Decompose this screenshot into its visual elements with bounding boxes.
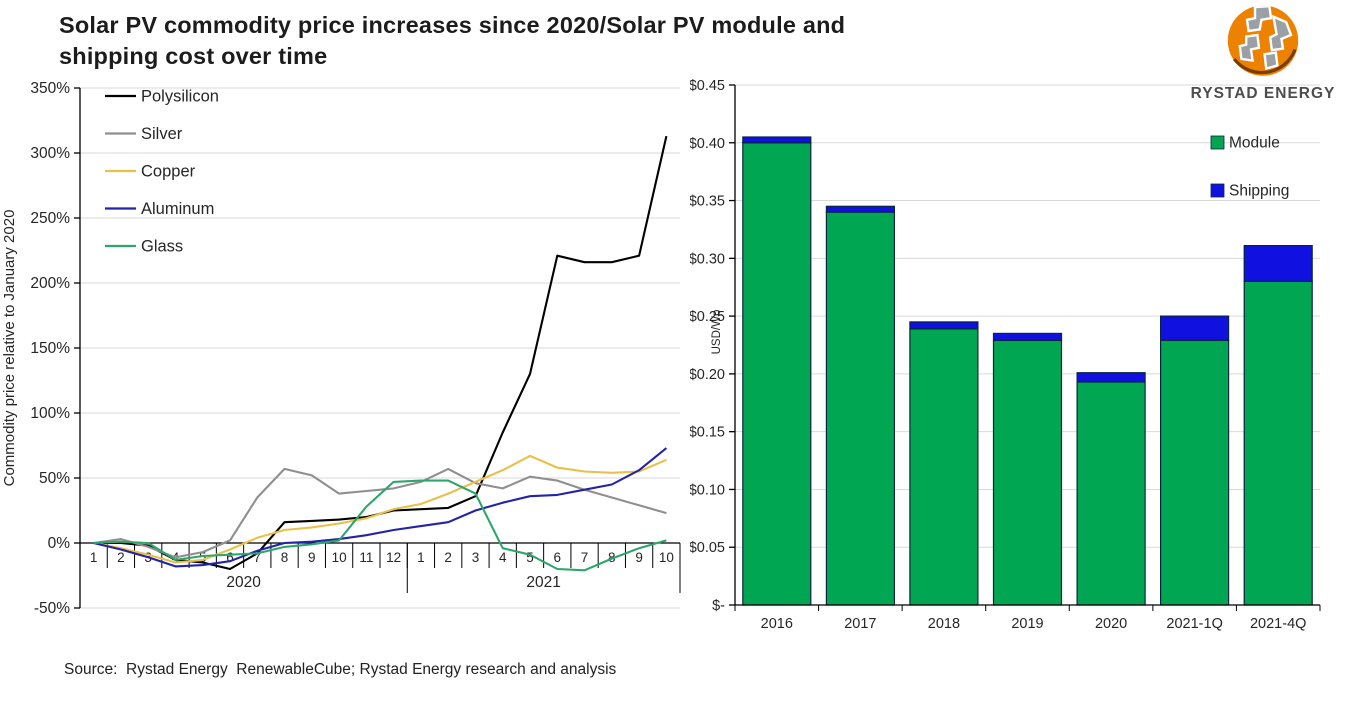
bar-module-2018 bbox=[909, 328, 979, 606]
legend-swatch-module bbox=[1210, 135, 1225, 150]
bar-module-2021-1Q bbox=[1160, 339, 1230, 606]
page-title: Solar PV commodity price increases since… bbox=[59, 10, 1159, 71]
legend-label: Aluminum bbox=[141, 200, 214, 218]
bar-shipping-2018 bbox=[909, 321, 979, 330]
brand-name: RYSTAD ENERGY bbox=[1190, 85, 1336, 102]
y-axis-title: Commodity price relative to January 2020 bbox=[1, 210, 18, 487]
x-category-label: 2017 bbox=[844, 616, 876, 632]
series-line-glass bbox=[93, 479, 667, 572]
y-tick-label: 150% bbox=[30, 340, 70, 357]
y-tick-label: $0.10 bbox=[690, 482, 725, 498]
month-label: 2 bbox=[444, 550, 452, 565]
series-line-silver bbox=[93, 467, 667, 559]
legend-item: Glass bbox=[105, 238, 183, 256]
y-tick-label: 50% bbox=[39, 470, 70, 487]
month-label: 7 bbox=[254, 550, 262, 565]
month-label: 10 bbox=[659, 550, 674, 565]
legend-label: Copper bbox=[141, 163, 196, 181]
month-label: 9 bbox=[308, 550, 316, 565]
month-label: 5 bbox=[199, 550, 207, 565]
legend-swatch-shipping bbox=[1210, 183, 1225, 198]
y-tick-label: $0.30 bbox=[690, 251, 725, 267]
series-line-copper bbox=[93, 454, 667, 564]
globe-icon bbox=[1227, 4, 1299, 76]
source-note: Source: Rystad Energy RenewableCube; Rys… bbox=[64, 661, 617, 678]
legend-item: Silver bbox=[105, 125, 183, 143]
y-tick-label: $0.15 bbox=[690, 425, 725, 441]
x-category-label: 2016 bbox=[761, 616, 793, 632]
legend-item: Aluminum bbox=[105, 200, 214, 218]
month-label: 12 bbox=[386, 550, 401, 565]
month-label: 9 bbox=[635, 550, 643, 565]
bar-module-2020 bbox=[1076, 381, 1146, 606]
bar-module-2021-4Q bbox=[1243, 280, 1313, 606]
y-tick-label: $0.45 bbox=[690, 78, 725, 94]
x-category-label: 2021-4Q bbox=[1250, 616, 1306, 632]
legend-item: Shipping bbox=[1210, 183, 1289, 200]
legend-item: Polysilicon bbox=[105, 88, 219, 106]
y-tick-label: $0.05 bbox=[690, 540, 725, 556]
y-tick-label: $0.35 bbox=[690, 194, 725, 210]
bar-chart-svg: $- $0.05 $0.10 $0.15 $0.20 $0.25 $0.30 $0.35 $0.… bbox=[689, 78, 1321, 632]
month-label: 1 bbox=[417, 550, 425, 565]
legend-label: Silver bbox=[141, 125, 183, 143]
bar-shipping-2016 bbox=[742, 136, 812, 144]
commodity-line-chart: -50% 0% 50% 100% 150% 200% 250% 300% 350% 1 2 3 4 5 6 7… bbox=[0, 80, 700, 620]
year-label: 2020 bbox=[226, 574, 261, 591]
month-label: 5 bbox=[526, 550, 534, 565]
legend-label: Glass bbox=[141, 238, 183, 256]
month-label: 4 bbox=[499, 550, 507, 565]
x-category-label: 2018 bbox=[928, 616, 960, 632]
y-tick-label: 350% bbox=[30, 80, 70, 97]
y-tick-label: -50% bbox=[34, 600, 70, 617]
month-label: 1 bbox=[90, 550, 98, 565]
x-category-label: 2021-1Q bbox=[1166, 616, 1222, 632]
y-tick-label: $0.25 bbox=[690, 309, 725, 325]
x-category-label: 2019 bbox=[1011, 616, 1043, 632]
bar-shipping-2021-1Q bbox=[1160, 315, 1230, 342]
month-label: 10 bbox=[332, 550, 347, 565]
y-tick-label: 100% bbox=[30, 405, 70, 422]
legend-label: Polysilicon bbox=[141, 88, 219, 106]
month-label: 3 bbox=[472, 550, 480, 565]
year-label: 2021 bbox=[526, 574, 560, 591]
y-tick-label: 200% bbox=[30, 275, 70, 292]
bar-module-2016 bbox=[742, 142, 812, 606]
rystad-logo: RYSTAD ENERGY bbox=[1188, 3, 1338, 103]
bar-shipping-2017 bbox=[825, 205, 895, 213]
month-label: 6 bbox=[226, 550, 234, 565]
month-label: 8 bbox=[281, 550, 289, 565]
bar-shipping-2019 bbox=[992, 332, 1063, 341]
y-tick-label: $0.20 bbox=[690, 367, 725, 383]
module-shipping-bar-chart: $- $0.05 $0.10 $0.15 $0.20 $0.25 $0.30 $0.35 $0.… bbox=[689, 70, 1361, 660]
y-tick-label: 250% bbox=[30, 210, 70, 227]
legend-item: Copper bbox=[105, 163, 196, 181]
bar-shipping-2021-4Q bbox=[1243, 245, 1313, 283]
month-label: 2 bbox=[117, 550, 125, 565]
y-tick-label: 0% bbox=[48, 535, 71, 552]
page-title-line1: Solar PV commodity price increases since… bbox=[59, 12, 846, 38]
y-tick-label: $- bbox=[712, 598, 725, 614]
line-chart-svg: -50%0%50%100%150%200%250%300%350%1 2 3 4 5 6 7… bbox=[1, 80, 681, 617]
page-title-line2: shipping cost over time bbox=[59, 42, 328, 69]
bar-module-2019 bbox=[992, 339, 1063, 606]
month-label: 7 bbox=[581, 550, 589, 565]
y-tick-label: $0.40 bbox=[690, 136, 725, 152]
y-tick-label: 300% bbox=[30, 145, 70, 162]
month-label: 6 bbox=[554, 550, 562, 565]
x-category-label: 2020 bbox=[1095, 616, 1127, 632]
bar-module-2017 bbox=[825, 211, 895, 606]
legend-label: Shipping bbox=[1229, 183, 1289, 200]
bar-shipping-2020 bbox=[1076, 372, 1146, 383]
month-label: 11 bbox=[359, 550, 373, 565]
y-axis-title: USD/Wp bbox=[711, 310, 723, 355]
series-line-aluminum bbox=[93, 447, 668, 568]
legend-label: Module bbox=[1229, 135, 1280, 152]
legend-item: Module bbox=[1210, 135, 1280, 152]
